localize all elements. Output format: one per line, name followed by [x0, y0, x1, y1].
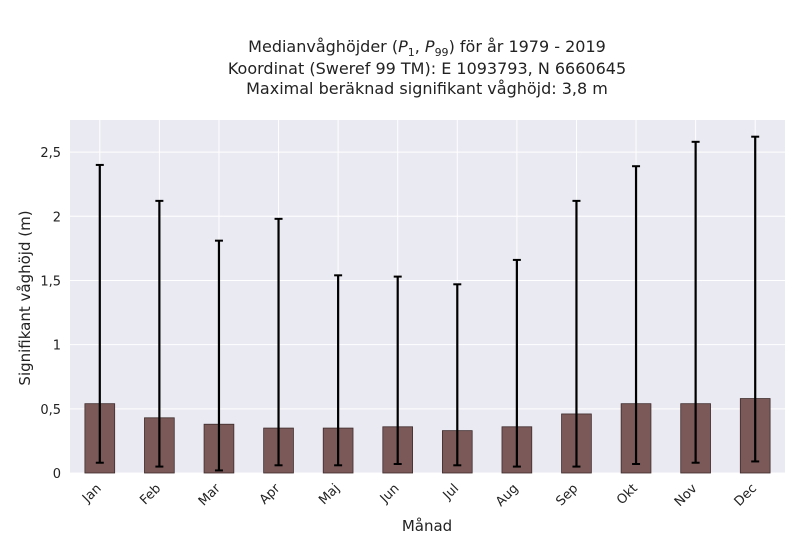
x-tick-label-feb: Feb — [137, 481, 164, 508]
x-axis-label: Månad — [402, 517, 452, 535]
x-tick-label-jun: Jun — [377, 481, 403, 507]
x-tick-labels: Jan Feb Mar Apr Maj Jun Jul Aug Sep Okt Nov Dec — [79, 481, 760, 510]
chart-title-line-3: Maximal beräknad signifikant våghöjd: 3,… — [246, 79, 608, 98]
x-tick-label-apr: Apr — [257, 481, 284, 508]
y-axis-label: Signifikant våghöjd (m) — [16, 210, 34, 385]
x-tick-label-dec: Dec — [732, 481, 760, 509]
x-tick-label-okt: Okt — [614, 481, 641, 508]
x-tick-label-jul: Jul — [440, 481, 462, 503]
y-tick-label: 1,5 — [40, 274, 61, 289]
chart-title-line-2: Koordinat (Sweref 99 TM): E 1093793, N 6… — [228, 59, 626, 78]
x-tick-label-mar: Mar — [196, 481, 224, 509]
y-gridlines — [70, 151, 785, 474]
chart-title-line-1: Medianvåghöjder (P1, P99) för år 1979 - … — [248, 37, 606, 59]
y-tick-label: 0 — [53, 467, 61, 482]
y-tick-label: 2,5 — [40, 146, 61, 161]
y-tick-label: 1 — [53, 339, 61, 354]
x-tick-label-sep: Sep — [553, 481, 581, 509]
x-tick-label-aug: Aug — [493, 481, 522, 510]
plot-area — [70, 120, 785, 473]
y-tick-label: 0,5 — [40, 403, 61, 418]
y-tick-labels: 0 0,5 1 1,5 2 2,5 — [40, 146, 61, 482]
x-tick-label-jan: Jan — [79, 481, 104, 506]
x-tick-label-nov: Nov — [672, 481, 701, 510]
x-tick-label-maj: Maj — [316, 481, 343, 508]
y-tick-label: 2 — [53, 210, 61, 225]
error-bars — [95, 135, 760, 472]
